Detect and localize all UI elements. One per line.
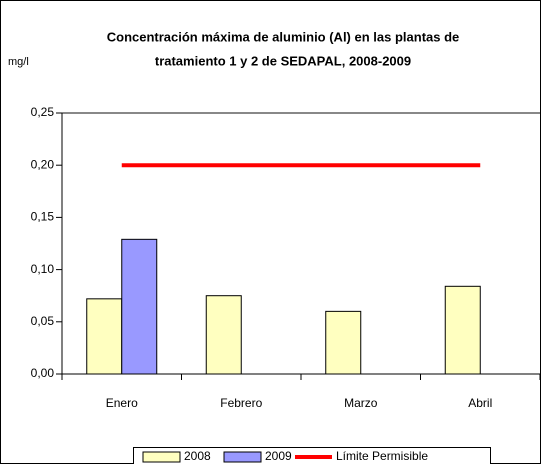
x-tick-label: Marzo (344, 396, 378, 410)
y-tick-label: 0,05 (31, 314, 55, 328)
bar (121, 238, 158, 375)
chart-title: Concentración máxima de aluminio (Al) en… (107, 29, 460, 44)
bar (205, 295, 242, 375)
y-tick-label: 0,25 (31, 105, 55, 119)
x-tick-label: Enero (106, 396, 138, 410)
legend-label: 2008 (184, 449, 211, 463)
legend-label: Límite Permisible (336, 449, 428, 463)
x-tick-label: Febrero (220, 396, 262, 410)
y-tick-label: 0,20 (31, 157, 55, 171)
y-tick-label: 0,10 (31, 262, 55, 276)
legend-label: 2009 (265, 449, 292, 463)
legend-swatch (142, 451, 181, 463)
y-axis-label: mg/l (8, 56, 29, 68)
legend-swatch (223, 451, 262, 463)
bar (325, 310, 362, 375)
y-tick-label: 0,00 (31, 366, 55, 380)
chart-title: tratamiento 1 y 2 de SEDAPAL, 2008-2009 (155, 53, 411, 68)
y-tick-label: 0,15 (31, 210, 55, 224)
bar (444, 285, 481, 375)
bar (86, 298, 123, 375)
x-tick-label: Abril (468, 396, 492, 410)
